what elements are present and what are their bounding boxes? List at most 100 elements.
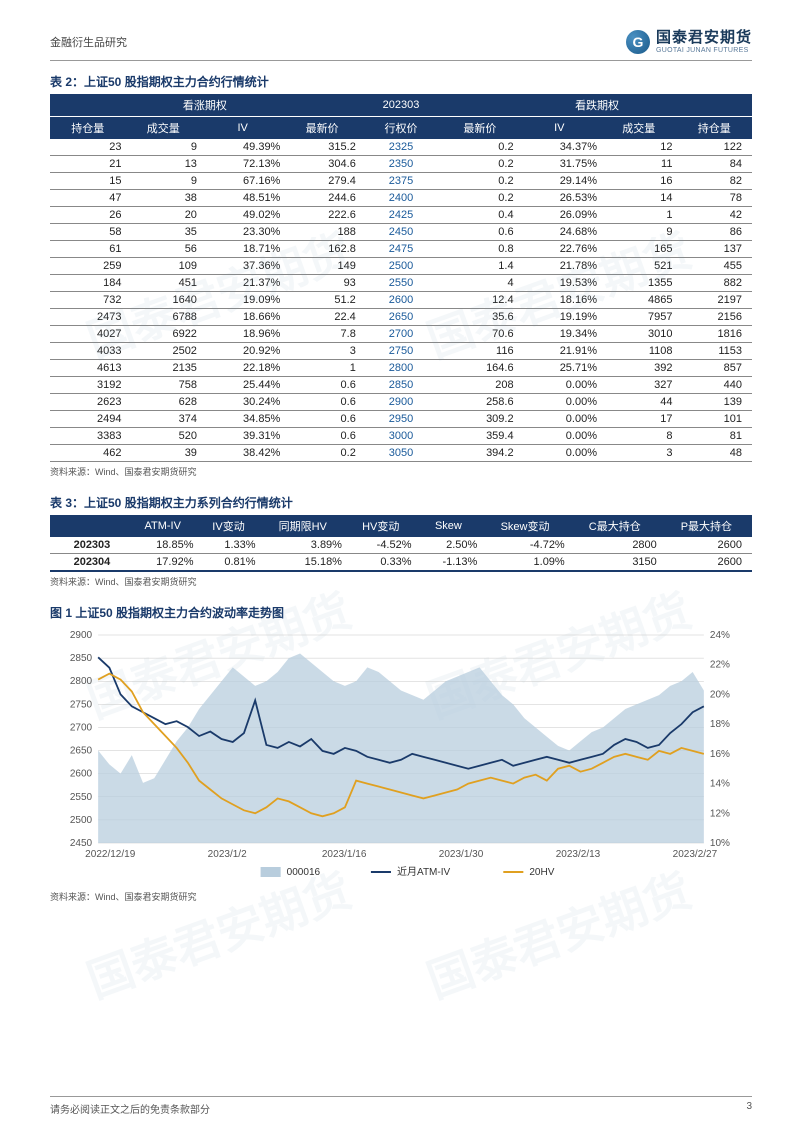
- table-cell: 21.37%: [201, 275, 284, 292]
- table2-head-month: 202303: [360, 94, 442, 117]
- svg-text:2850: 2850: [70, 653, 93, 664]
- table-cell: 116: [442, 343, 517, 360]
- table-cell: 188: [284, 224, 359, 241]
- table-cell: 34.85%: [201, 411, 284, 428]
- table3-col: 同期限HV: [260, 515, 346, 537]
- table-cell: 8: [601, 428, 676, 445]
- table-cell: 882: [676, 275, 752, 292]
- table-cell: 15.18%: [260, 554, 346, 572]
- footer-disclaimer: 请务必阅读正文之后的免责条款部分: [50, 1101, 210, 1116]
- table-cell: 1108: [601, 343, 676, 360]
- table-cell: 2623: [50, 394, 125, 411]
- table2-source: 资料来源：Wind、国泰君安期货研究: [50, 465, 752, 478]
- table2-col: IV: [201, 117, 284, 140]
- table-cell: 20: [125, 207, 200, 224]
- table2-head-put: 看跌期权: [442, 94, 752, 117]
- volatility-chart: 2450250025502600265027002750280028502900…: [50, 627, 752, 887]
- table-row: 4033250220.92%3275011621.91%11081153: [50, 343, 752, 360]
- svg-text:2700: 2700: [70, 723, 93, 734]
- table-cell: 0.2: [442, 156, 517, 173]
- table-row: 2473678818.66%22.4265035.619.19%79572156: [50, 309, 752, 326]
- table-row: 473848.51%244.624000.226.53%1478: [50, 190, 752, 207]
- table-cell: 3150: [569, 554, 661, 572]
- table-row: 18445121.37%932550419.53%1355882: [50, 275, 752, 292]
- table-cell: 9: [601, 224, 676, 241]
- table-cell: 3192: [50, 377, 125, 394]
- svg-text:18%: 18%: [710, 719, 730, 730]
- svg-text:2022/12/19: 2022/12/19: [85, 849, 136, 860]
- svg-text:10%: 10%: [710, 838, 730, 849]
- table-cell: 48: [676, 445, 752, 462]
- chart-source: 资料来源：Wind、国泰君安期货研究: [50, 890, 752, 903]
- table-cell: 3383: [50, 428, 125, 445]
- svg-text:2800: 2800: [70, 676, 93, 687]
- table-cell: 0.2: [442, 173, 517, 190]
- table-cell: 25.44%: [201, 377, 284, 394]
- table-cell: 279.4: [284, 173, 359, 190]
- table-cell: 12: [601, 139, 676, 156]
- table-cell: 462: [50, 445, 125, 462]
- table-row: 20230318.85%1.33%3.89%-4.52%2.50%-4.72%2…: [50, 537, 752, 554]
- table-row: 583523.30%18824500.624.68%986: [50, 224, 752, 241]
- svg-text:14%: 14%: [710, 779, 730, 790]
- table-cell: 0.00%: [518, 445, 601, 462]
- table-cell: 35.6: [442, 309, 517, 326]
- svg-text:2023/1/16: 2023/1/16: [322, 849, 367, 860]
- table-row: 319275825.44%0.628502080.00%327440: [50, 377, 752, 394]
- table-cell: 22.4: [284, 309, 359, 326]
- table-cell: 13: [125, 156, 200, 173]
- table3-title: 表 3：上证50 股指期权主力系列合约行情统计: [50, 494, 752, 511]
- table-cell: 2950: [360, 411, 442, 428]
- page-header: 金融衍生品研究 G 国泰君安期货 GUOTAI JUNAN FUTURES: [50, 30, 752, 61]
- table2-col: 持仓量: [676, 117, 752, 140]
- table-cell: 25.71%: [518, 360, 601, 377]
- table-cell: 84: [676, 156, 752, 173]
- table-cell: 244.6: [284, 190, 359, 207]
- table-cell: 0.00%: [518, 411, 601, 428]
- table2-col: 成交量: [125, 117, 200, 140]
- svg-text:000016: 000016: [287, 867, 321, 878]
- table-cell: 3010: [601, 326, 676, 343]
- table-cell: 51.2: [284, 292, 359, 309]
- table-cell: 0.4: [442, 207, 517, 224]
- table-cell: 137: [676, 241, 752, 258]
- table-cell: 2600: [661, 554, 752, 572]
- table-cell: 202303: [50, 537, 128, 554]
- table-cell: 3000: [360, 428, 442, 445]
- table-cell: 20.92%: [201, 343, 284, 360]
- table-cell: 23: [50, 139, 125, 156]
- table-cell: 2135: [125, 360, 200, 377]
- table-cell: 2156: [676, 309, 752, 326]
- svg-text:16%: 16%: [710, 749, 730, 760]
- table-cell: 47: [50, 190, 125, 207]
- page-footer: 请务必阅读正文之后的免责条款部分 3: [50, 1096, 752, 1116]
- table-cell: 2502: [125, 343, 200, 360]
- svg-text:2500: 2500: [70, 815, 93, 826]
- table-cell: 21.91%: [518, 343, 601, 360]
- table-cell: 81: [676, 428, 752, 445]
- table-cell: 3: [601, 445, 676, 462]
- table-cell: 374: [125, 411, 200, 428]
- table-row: 262049.02%222.624250.426.09%142: [50, 207, 752, 224]
- table-cell: 455: [676, 258, 752, 275]
- table-cell: 44: [601, 394, 676, 411]
- table-cell: 0.2: [442, 190, 517, 207]
- table-cell: 0.00%: [518, 394, 601, 411]
- table-cell: 165: [601, 241, 676, 258]
- table-cell: 732: [50, 292, 125, 309]
- table3-col: ATM-IV: [128, 515, 198, 537]
- table-cell: 0.00%: [518, 428, 601, 445]
- table3-source: 资料来源：Wind、国泰君安期货研究: [50, 575, 752, 588]
- table-cell: 22.18%: [201, 360, 284, 377]
- table-cell: 58: [50, 224, 125, 241]
- svg-text:2023/1/30: 2023/1/30: [439, 849, 484, 860]
- table-cell: 2473: [50, 309, 125, 326]
- table-cell: 2.50%: [416, 537, 482, 554]
- table-cell: 7957: [601, 309, 676, 326]
- table-cell: 394.2: [442, 445, 517, 462]
- table-cell: 202304: [50, 554, 128, 572]
- table-cell: 2800: [360, 360, 442, 377]
- table-cell: 392: [601, 360, 676, 377]
- table-cell: 304.6: [284, 156, 359, 173]
- table-cell: 42: [676, 207, 752, 224]
